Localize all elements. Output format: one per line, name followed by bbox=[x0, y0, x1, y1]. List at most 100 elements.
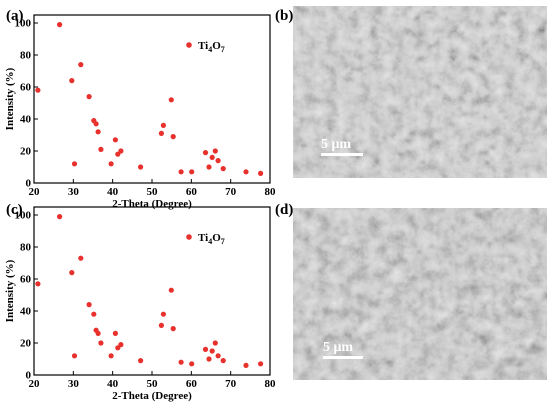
charta-marker-15 bbox=[158, 130, 164, 136]
chartc-marker-0 bbox=[35, 281, 41, 287]
charta-ytick-label-3: 60 bbox=[20, 82, 32, 94]
sem-texture-b: 5 μm bbox=[293, 6, 547, 178]
chartc-marker-26 bbox=[220, 358, 226, 364]
chartc-marker-20 bbox=[189, 361, 195, 367]
chartc-legend-marker bbox=[186, 234, 192, 240]
charta-marker-28 bbox=[258, 170, 264, 176]
chartc-marker-21 bbox=[202, 346, 209, 352]
chartc-marker-14 bbox=[138, 358, 144, 364]
charta-marker-27 bbox=[243, 169, 249, 175]
chartc-marker-13 bbox=[118, 342, 124, 348]
charta-marker-26 bbox=[220, 166, 226, 172]
charta-marker-10 bbox=[108, 161, 114, 167]
charta-xtick-label-6: 80 bbox=[265, 186, 277, 198]
chartc-marker-15 bbox=[158, 322, 164, 328]
chartc-marker-3 bbox=[71, 353, 78, 359]
charta-xtick-label-1: 30 bbox=[68, 186, 80, 198]
chartc-marker-16 bbox=[160, 311, 166, 317]
charta-marker-13 bbox=[118, 148, 124, 154]
chartc-marker-9 bbox=[98, 340, 104, 346]
panel-label-a: (a) bbox=[6, 8, 24, 24]
chartc-legend-label: Ti4O7 bbox=[198, 232, 225, 246]
charta-marker-18 bbox=[170, 134, 176, 140]
chartc-marker-18 bbox=[170, 326, 176, 332]
chartc-xtick-label-4: 60 bbox=[186, 378, 198, 390]
charta-xlabel: 2-Theta (Degree) bbox=[112, 198, 192, 210]
scale-bar-d bbox=[323, 356, 363, 359]
charta-marker-25 bbox=[215, 158, 221, 164]
chartc-ytick-label-2: 40 bbox=[20, 306, 32, 318]
chartc-ytick-label-1: 20 bbox=[20, 338, 32, 350]
charta-marker-3 bbox=[71, 161, 78, 167]
charta-marker-16 bbox=[160, 122, 166, 128]
charta-marker-19 bbox=[178, 169, 184, 175]
charta-marker-11 bbox=[112, 137, 118, 143]
chartc-marker-4 bbox=[78, 255, 84, 261]
chartc-xtick-label-3: 50 bbox=[147, 378, 159, 390]
charta-xtick-label-0: 20 bbox=[29, 186, 41, 198]
chartc-xtick-label-5: 70 bbox=[225, 378, 237, 390]
chartc-marker-10 bbox=[108, 353, 114, 359]
charta-marker-20 bbox=[189, 169, 195, 175]
charta-ytick-label-0: 0 bbox=[26, 178, 32, 190]
charta-xtick-label-4: 60 bbox=[186, 186, 198, 198]
chartc-marker-17 bbox=[168, 287, 174, 293]
sem-texture-d: 5 μm bbox=[293, 208, 547, 380]
panel-label-c: (c) bbox=[6, 202, 23, 218]
charta-marker-17 bbox=[168, 97, 174, 103]
charta-marker-24 bbox=[212, 148, 218, 154]
chartc-marker-6 bbox=[91, 311, 97, 317]
chartc-xlabel: 2-Theta (Degree) bbox=[112, 390, 192, 402]
chartc-xtick-label-0: 20 bbox=[29, 378, 41, 390]
chartc-xtick-label-6: 80 bbox=[265, 378, 277, 390]
chartc-marker-28 bbox=[258, 361, 264, 367]
panel-label-d: (d) bbox=[275, 202, 293, 218]
charta-marker-21 bbox=[202, 150, 209, 156]
charta-marker-22 bbox=[206, 164, 212, 170]
chartc-frame bbox=[33, 206, 271, 376]
charta-marker-7 bbox=[93, 121, 99, 127]
chartc-xtick-label-2: 40 bbox=[107, 378, 119, 390]
chartc-ytick-label-5: 100 bbox=[15, 210, 32, 222]
charta-legend-marker bbox=[186, 42, 192, 48]
scale-bar-b bbox=[321, 153, 363, 156]
chartc-marker-5 bbox=[86, 302, 92, 308]
panel-label-b: (b) bbox=[275, 8, 293, 24]
chartc-marker-27 bbox=[243, 362, 249, 368]
sem-image-d: 5 μm bbox=[293, 208, 547, 380]
chartc-marker-1 bbox=[57, 214, 63, 220]
charta-marker-2 bbox=[69, 78, 75, 84]
charta-marker-12 bbox=[115, 151, 121, 157]
charta-marker-5 bbox=[86, 94, 92, 100]
chartc-marker-8 bbox=[95, 330, 101, 336]
charta-xtick-label-5: 70 bbox=[225, 186, 237, 198]
charta-marker-1 bbox=[57, 22, 63, 28]
chartc-marker-12 bbox=[115, 345, 121, 351]
charta-ylabel: Intensity (%) bbox=[4, 67, 16, 130]
charta-xtick-label-2: 40 bbox=[107, 186, 119, 198]
charta-marker-14 bbox=[138, 164, 144, 170]
chartc-ylabel: Intensity (%) bbox=[4, 259, 16, 322]
chartc-ytick-label-0: 0 bbox=[26, 370, 32, 382]
charta-legend-label: Ti4O7 bbox=[198, 40, 225, 54]
charta-ytick-label-1: 20 bbox=[20, 146, 32, 158]
chartc-marker-22 bbox=[206, 356, 212, 362]
charta-ytick-label-2: 40 bbox=[20, 114, 32, 126]
chartc-marker-2 bbox=[69, 270, 75, 276]
charta-ytick-label-5: 100 bbox=[15, 18, 32, 30]
scale-bar-label-d: 5 μm bbox=[323, 340, 353, 355]
charta-marker-23 bbox=[209, 154, 215, 160]
chartc-marker-19 bbox=[178, 359, 184, 365]
scale-bar-label-b: 5 μm bbox=[321, 137, 351, 152]
chartc-xtick-label-1: 30 bbox=[68, 378, 80, 390]
chartc-ytick-label-4: 80 bbox=[20, 242, 32, 254]
charta-frame bbox=[33, 14, 271, 184]
sem-image-b: 5 μm bbox=[293, 6, 547, 178]
charta-xtick-label-3: 50 bbox=[147, 186, 159, 198]
chartc-marker-11 bbox=[112, 330, 118, 336]
chartc-ytick-label-3: 60 bbox=[20, 274, 32, 286]
charta-ytick-label-4: 80 bbox=[20, 50, 32, 62]
chartc-marker-23 bbox=[209, 348, 215, 354]
